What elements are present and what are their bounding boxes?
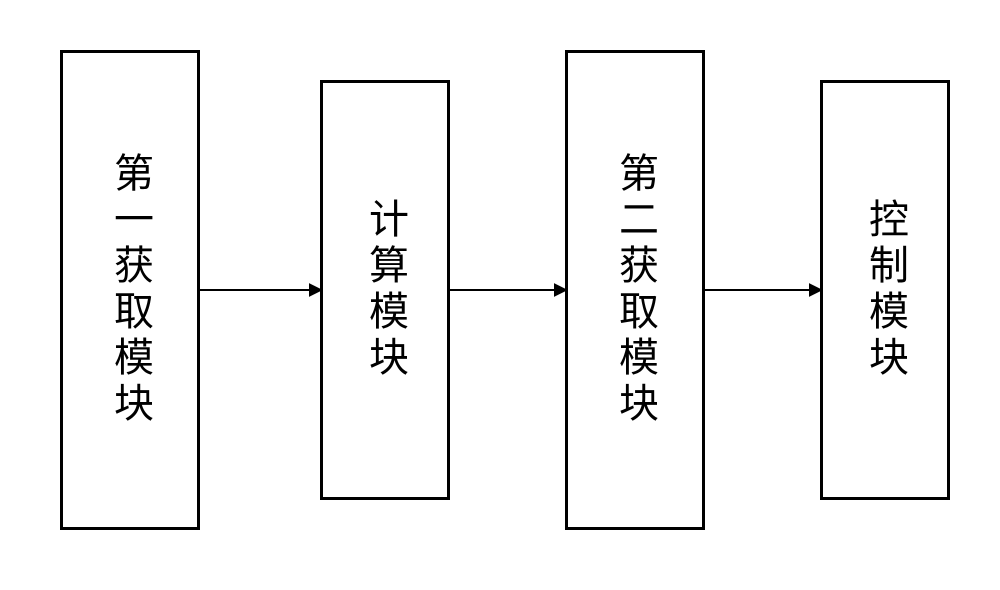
node-label: 控制模块	[856, 198, 914, 382]
flowchart-canvas: 第一获取模块 计算模块 第二获取模块 控制模块	[0, 0, 1000, 590]
node-label: 第二获取模块	[606, 152, 664, 428]
node-label: 计算模块	[356, 198, 414, 382]
node-control-module: 控制模块	[820, 80, 950, 500]
node-first-acquire-module: 第一获取模块	[60, 50, 200, 530]
node-compute-module: 计算模块	[320, 80, 450, 500]
node-label: 第一获取模块	[101, 152, 159, 428]
node-second-acquire-module: 第二获取模块	[565, 50, 705, 530]
